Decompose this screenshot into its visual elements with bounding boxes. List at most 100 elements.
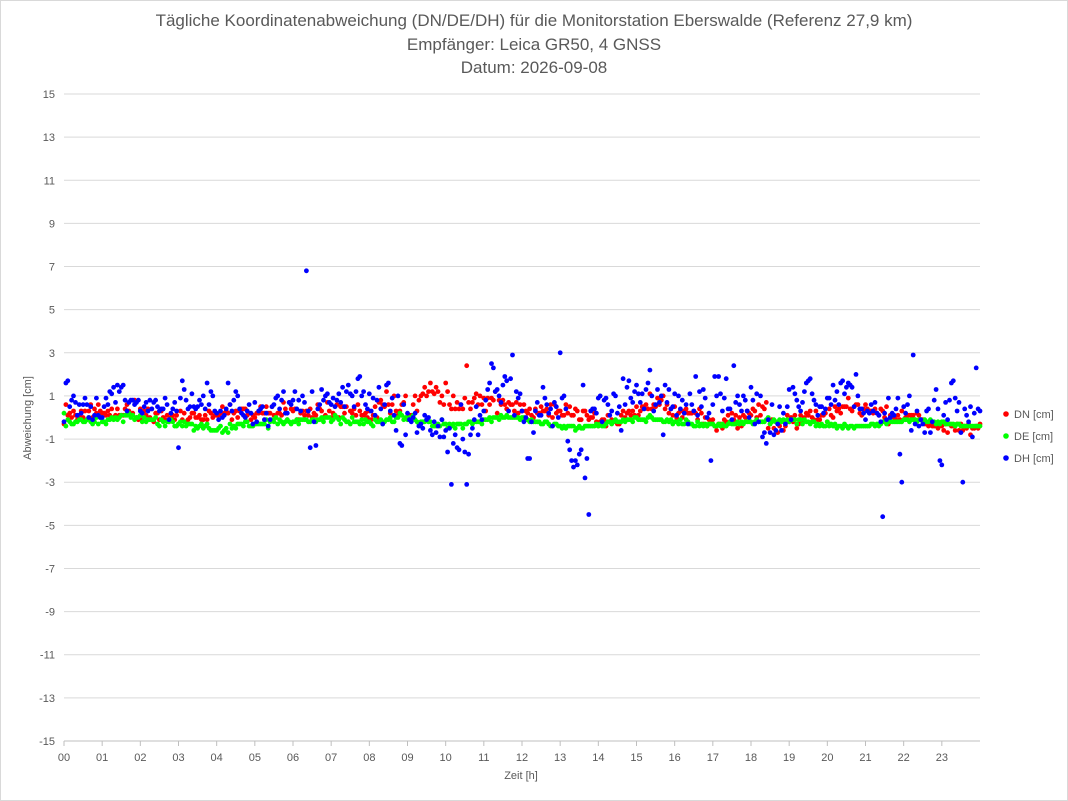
data-point: [676, 393, 681, 399]
data-point: [678, 417, 683, 423]
data-point: [130, 412, 136, 418]
y-tick-label: -1: [45, 434, 55, 446]
data-point: [798, 412, 803, 418]
data-point: [90, 417, 95, 423]
data-point: [603, 395, 609, 401]
data-point: [233, 425, 239, 431]
data-point: [254, 419, 260, 425]
data-point: [82, 408, 88, 414]
chart-title: Tägliche Koordinatenabweichung (DN/DE/DH…: [155, 11, 913, 30]
data-point: [664, 400, 670, 405]
data-point: [886, 395, 891, 401]
data-point: [80, 402, 86, 407]
legend-label: DN [cm]: [1014, 409, 1054, 421]
data-point: [344, 389, 349, 394]
x-tick-label: 07: [325, 752, 337, 764]
data-point: [487, 415, 492, 420]
data-point: [737, 415, 742, 420]
data-point: [683, 406, 689, 412]
data-point: [796, 404, 802, 410]
data-point: [420, 391, 426, 397]
data-point: [395, 415, 401, 420]
data-point: [628, 395, 634, 401]
y-tick-label: -13: [39, 693, 55, 705]
data-point: [233, 408, 239, 414]
data-point: [666, 410, 672, 416]
data-point: [95, 402, 101, 407]
data-point: [695, 419, 700, 425]
data-point: [840, 425, 845, 431]
data-point: [910, 352, 916, 358]
x-tick-label: 12: [516, 752, 528, 764]
data-point: [502, 402, 508, 407]
data-point: [752, 408, 758, 414]
data-point: [741, 393, 746, 399]
data-point: [378, 417, 384, 423]
data-point: [616, 404, 622, 410]
data-point: [227, 402, 233, 407]
data-point: [99, 415, 105, 420]
data-point: [202, 412, 208, 418]
data-point: [149, 406, 155, 412]
x-tick-label: 11: [478, 752, 489, 764]
data-point: [590, 415, 595, 420]
data-point: [964, 412, 969, 418]
data-point: [178, 408, 183, 414]
data-point: [143, 400, 149, 405]
data-point: [178, 419, 183, 425]
data-point: [462, 395, 468, 401]
data-point: [494, 410, 500, 416]
data-point: [393, 428, 399, 433]
data-point: [460, 425, 466, 431]
data-point: [223, 406, 229, 412]
y-tick-label: -11: [40, 650, 55, 662]
data-point: [826, 406, 832, 412]
data-point: [943, 400, 948, 405]
data-point: [206, 402, 212, 407]
data-point: [464, 482, 470, 487]
data-point: [105, 402, 111, 407]
data-point: [781, 410, 786, 416]
data-point: [227, 421, 233, 427]
data-point: [813, 408, 819, 414]
data-point: [422, 412, 428, 418]
data-point: [895, 412, 901, 418]
data-point: [271, 419, 277, 425]
data-point: [122, 397, 128, 403]
data-point: [815, 412, 821, 418]
data-point: [103, 412, 109, 418]
data-point: [399, 412, 405, 418]
data-point: [655, 395, 660, 401]
data-point: [325, 391, 330, 397]
data-point: [844, 384, 849, 390]
data-point: [428, 428, 433, 433]
data-point: [473, 404, 479, 410]
data-point: [92, 406, 97, 412]
data-point: [267, 410, 273, 416]
data-point: [153, 397, 159, 403]
data-point: [450, 393, 456, 399]
data-point: [817, 417, 823, 423]
data-point: [179, 378, 185, 384]
data-point: [401, 402, 407, 407]
data-point: [187, 404, 193, 410]
data-point: [65, 378, 71, 384]
x-tick-label: 13: [554, 752, 566, 764]
data-point: [120, 419, 126, 425]
data-point: [412, 393, 418, 399]
data-point: [296, 421, 302, 427]
data-point: [115, 382, 120, 388]
data-point: [435, 423, 441, 429]
data-point: [275, 393, 281, 399]
data-point: [391, 412, 397, 418]
data-point: [819, 404, 824, 410]
data-point: [479, 417, 485, 423]
data-point: [838, 410, 844, 416]
data-point: [786, 387, 792, 392]
data-point: [548, 402, 553, 407]
data-point: [622, 402, 628, 407]
x-tick-label: 06: [287, 752, 299, 764]
data-point: [630, 419, 636, 425]
x-tick-label: 09: [401, 752, 413, 764]
